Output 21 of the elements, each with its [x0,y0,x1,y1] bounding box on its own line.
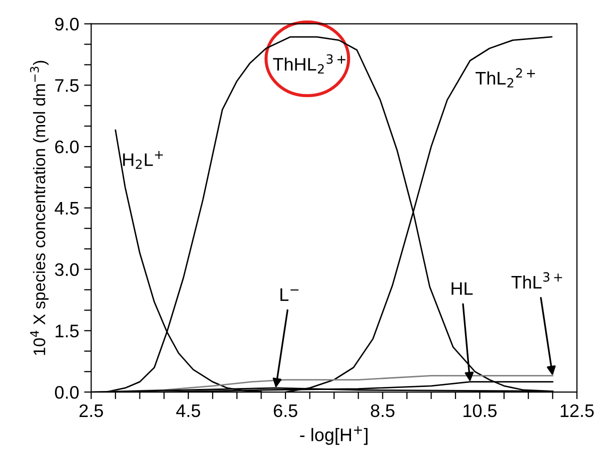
y-tick-label: 3.0 [54,263,79,276]
x-tick-label: 4.5 [176,404,200,418]
y-tick-label: 4.5 [54,202,79,215]
y-tick-label: 7.5 [55,79,79,92]
x-tick-label: 8.5 [370,404,394,418]
x-axis-title: - log[H$^{+}$] [300,426,368,445]
y-tick-label: 0.0 [54,386,79,399]
x-tick-label: 6.5 [274,404,298,418]
y-tick-label: 1.5 [56,324,79,338]
y-axis-title: 10$^{4}$ X species concentration (mol dm$^{−3}$) [30,60,49,355]
series-label: ThL$_{2}$$^{2+}$ [476,68,535,88]
text: HL [452,282,473,295]
text: L$^{−}$ [280,288,298,301]
series-label: H$_{2}$L$^{+}$ [123,151,163,169]
x-tick-label: 12.5 [560,404,594,418]
y-tick-label: 6.0 [55,140,79,154]
x-tick-label: 2.5 [80,404,103,418]
x-tick-label: 10.5 [464,404,497,418]
series-label: ThHL$_{2}$$^{3+}$ [273,54,346,74]
text: ThL$^{3+}$ [511,272,562,288]
y-tick-label: 9.0 [55,18,79,31]
